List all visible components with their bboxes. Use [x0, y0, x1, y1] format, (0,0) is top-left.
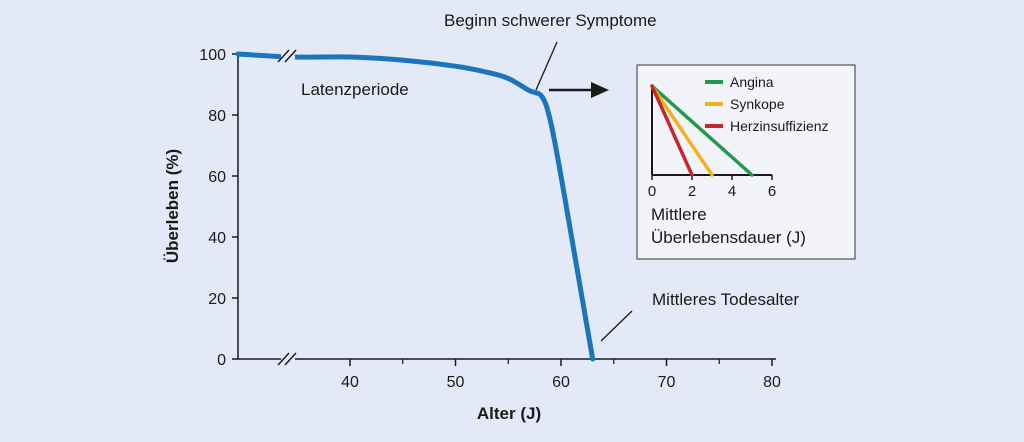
inset-series-lines [650, 84, 754, 177]
inset-x-ticks: 0 2 4 6 [648, 175, 776, 200]
inset-line-herzinsuffizienz [650, 84, 694, 177]
y-tick-label: 60 [208, 169, 226, 186]
legend-label-angina: Angina [730, 74, 774, 90]
inset-panel [636, 64, 856, 260]
death-age-annotation: Mittleres Todesalter [652, 290, 799, 309]
y-axis-title: Überleben (%) [163, 149, 182, 263]
death-age-leader-line [600, 310, 633, 342]
legend-label-synkope: Synkope [730, 96, 785, 112]
inset-x-tick-label: 6 [768, 183, 776, 200]
arrow-to-inset [549, 82, 609, 98]
inset-line-angina [650, 84, 754, 177]
inset-line-synkope [650, 84, 714, 177]
inset-x-tick-label: 0 [648, 183, 656, 200]
y-tick-label: 40 [208, 230, 226, 247]
x-axis-title: Alter (J) [477, 404, 541, 423]
legend-label-herzinsuffizienz: Herzinsuffizienz [730, 118, 829, 134]
x-tick-label: 40 [341, 374, 359, 391]
x-axis-break-marks [277, 350, 297, 368]
y-tick-label: 0 [217, 352, 226, 369]
onset-annotation: Beginn schwerer Symptome [444, 11, 657, 30]
onset-leader-line [535, 41, 558, 91]
y-tick-label: 20 [208, 291, 226, 308]
x-tick-label: 50 [447, 374, 465, 391]
curve-break-marks [277, 48, 297, 64]
inset-title-line-1: Mittlere [651, 205, 707, 224]
inset-x-tick-label: 2 [688, 183, 696, 200]
y-ticks: 0 20 40 60 80 100 [199, 47, 238, 369]
inset-legend: Angina Synkope Herzinsuffizienz [705, 74, 829, 134]
x-tick-label: 60 [552, 374, 570, 391]
x-tick-label: 80 [763, 374, 781, 391]
latency-label: Latenzperiode [301, 80, 409, 99]
y-tick-label: 100 [199, 47, 226, 64]
x-tick-label: 70 [658, 374, 676, 391]
inset-title-line-2: Überlebensdauer (J) [651, 228, 806, 247]
survival-curve [235, 51, 596, 362]
y-tick-label: 80 [208, 108, 226, 125]
x-ticks: 40 50 60 70 80 [341, 359, 781, 391]
inset-x-tick-label: 4 [728, 183, 736, 200]
